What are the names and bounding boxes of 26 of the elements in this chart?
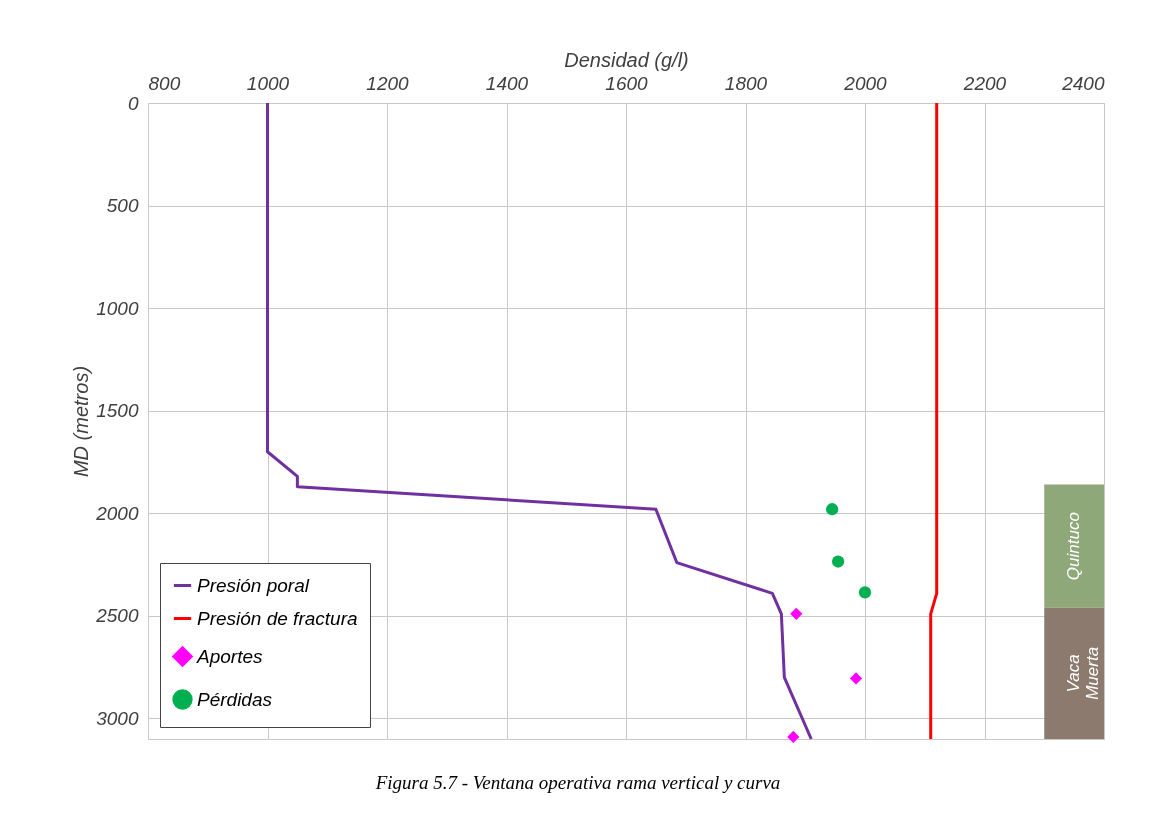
x-tick-label: 1400 [485,72,529,94]
x-tick-label: 2400 [1061,72,1105,94]
y-tick-label: 2000 [95,502,139,524]
x-tick-label: 1000 [246,72,290,94]
legend-label: Pérdidas [197,688,273,710]
band-label: Quintuco [1064,512,1084,581]
x-tick-label: 2200 [962,72,1007,94]
y-tick-label: 2500 [95,605,139,627]
y-tick-label: 500 [106,195,139,217]
line-series [929,101,939,741]
y-tick-label: 3000 [96,707,139,729]
x-tick-label: 1200 [366,72,410,94]
x-axis-title: Densidad (g/l) [564,48,689,71]
x-tick-label: 800 [148,72,181,94]
legend-label: Presión poral [197,574,310,596]
y-axis-title: MD (metros) [70,365,93,478]
y-tick-label: 1500 [96,400,139,422]
x-tick-label: 1800 [724,72,768,94]
legend-label: Presión de fractura [197,607,358,629]
legend-label: Aportes [196,645,263,667]
text: Figura 5.7 - Ventana operativa rama vertical y curva [374,772,782,794]
x-tick-label: 1600 [605,72,649,94]
band-label: Vaca Muerta [1064,646,1103,700]
y-tick-label: 1000 [96,297,139,319]
y-tick-label: 0 [127,92,139,114]
x-tick-label: 2000 [843,72,888,94]
